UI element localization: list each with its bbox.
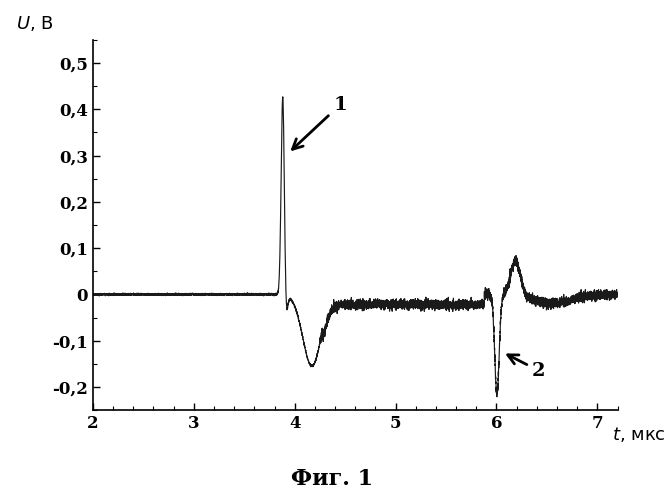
Text: 2: 2 (508, 355, 546, 380)
Text: 1: 1 (292, 96, 347, 150)
Y-axis label: $U$, В: $U$, В (17, 14, 54, 32)
Text: Фиг. 1: Фиг. 1 (291, 468, 373, 490)
X-axis label: $t$, мкс: $t$, мкс (612, 425, 664, 444)
